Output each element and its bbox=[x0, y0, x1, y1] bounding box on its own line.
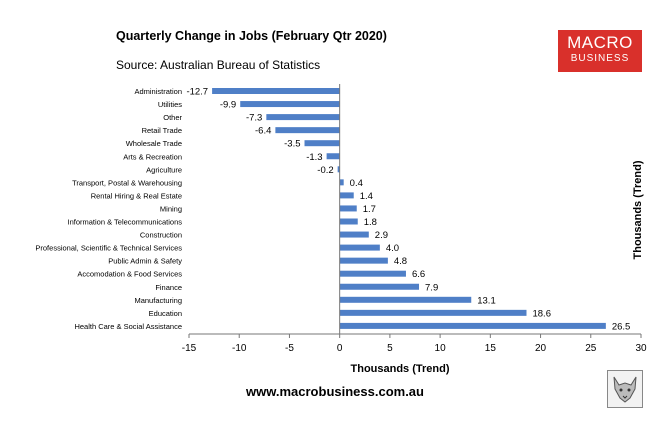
data-label: -9.9 bbox=[220, 100, 236, 111]
bar bbox=[339, 257, 388, 264]
data-label: 13.1 bbox=[477, 295, 496, 306]
bar bbox=[339, 322, 606, 329]
data-label: 1.7 bbox=[363, 204, 376, 215]
data-label: 4.0 bbox=[386, 243, 399, 254]
bar bbox=[339, 244, 380, 251]
category-label: Transport, Postal & Warehousing bbox=[72, 178, 182, 187]
x-tick-label: -10 bbox=[232, 343, 247, 354]
website-url: www.macrobusiness.com.au bbox=[246, 384, 424, 399]
x-tick-label: 0 bbox=[337, 343, 343, 354]
x-tick-label: 20 bbox=[535, 343, 547, 354]
bar bbox=[339, 218, 358, 225]
bar bbox=[304, 140, 340, 147]
category-label: Wholesale Trade bbox=[126, 139, 182, 148]
x-tick-label: 5 bbox=[387, 343, 393, 354]
bar-group bbox=[212, 88, 606, 329]
fox-logo-icon bbox=[607, 370, 643, 408]
data-label: 2.9 bbox=[375, 230, 388, 241]
category-label: Rental Hiring & Real Estate bbox=[91, 191, 182, 200]
bar bbox=[266, 114, 340, 121]
x-tick-label: 30 bbox=[635, 343, 647, 354]
value-labels: -12.7 -9.9 -7.3 -6.4 -3.5 -1.3 -0.2 0.4 1.4 1.7 1.… bbox=[186, 87, 630, 333]
bar bbox=[275, 127, 340, 134]
bar bbox=[337, 166, 340, 173]
x-tick-label: -15 bbox=[182, 343, 197, 354]
category-label: Finance bbox=[155, 283, 182, 292]
category-label: Agriculture bbox=[146, 165, 182, 174]
x-tick-label: 25 bbox=[585, 343, 597, 354]
right-axis-title: Thousands (Trend) bbox=[632, 160, 644, 259]
category-label: Professional, Scientific & Technical Ser… bbox=[35, 244, 182, 253]
data-label: 0.4 bbox=[350, 178, 363, 189]
logo-line1: MACRO bbox=[567, 33, 633, 52]
data-label: 1.4 bbox=[360, 191, 373, 202]
bar bbox=[339, 205, 357, 212]
bar bbox=[326, 153, 340, 160]
data-label: -1.3 bbox=[306, 152, 322, 163]
category-label: Health Care & Social Assistance bbox=[74, 322, 182, 331]
bar bbox=[339, 270, 406, 277]
data-label: 7.9 bbox=[425, 282, 438, 293]
category-label: Manufacturing bbox=[134, 296, 182, 305]
chart-source: Source: Australian Bureau of Statistics bbox=[116, 58, 321, 72]
category-label: Retail Trade bbox=[142, 126, 182, 135]
x-tick-label: 15 bbox=[485, 343, 497, 354]
bar bbox=[339, 283, 420, 290]
category-labels: Administration Utilities Other Retail Trade… bbox=[35, 87, 182, 331]
bar bbox=[339, 179, 344, 186]
chart-title: Quarterly Change in Jobs (February Qtr 2… bbox=[116, 29, 387, 43]
logo-line2: BUSINESS bbox=[570, 53, 630, 64]
data-label: 4.8 bbox=[394, 256, 407, 267]
x-tick-label: -5 bbox=[285, 343, 294, 354]
data-label: 18.6 bbox=[532, 308, 551, 319]
data-label: 1.8 bbox=[364, 217, 377, 228]
data-label: -0.2 bbox=[317, 165, 333, 176]
x-axis: -15 -10 -5 0 5 10 15 20 25 30 bbox=[182, 84, 647, 354]
bar bbox=[212, 88, 340, 94]
macrobusiness-logo: MACRO BUSINESS bbox=[558, 30, 642, 72]
bar bbox=[339, 231, 369, 238]
category-label: Other bbox=[163, 113, 182, 122]
x-axis-title: Thousands (Trend) bbox=[351, 363, 450, 375]
category-label: Construction bbox=[140, 231, 182, 240]
category-label: Information & Telecommunications bbox=[68, 218, 183, 227]
data-label: -12.7 bbox=[186, 87, 208, 98]
category-label: Accomodation & Food Services bbox=[77, 270, 182, 279]
category-label: Public Admin & Safety bbox=[108, 257, 182, 266]
category-label: Arts & Recreation bbox=[123, 152, 182, 161]
x-tick-label: 10 bbox=[435, 343, 447, 354]
data-label: -3.5 bbox=[284, 139, 300, 150]
bar bbox=[339, 192, 354, 199]
category-label: Utilities bbox=[158, 100, 182, 109]
category-label: Administration bbox=[134, 87, 182, 96]
data-label: 26.5 bbox=[612, 321, 631, 332]
category-label: Mining bbox=[160, 204, 182, 213]
bar bbox=[240, 101, 340, 108]
bar bbox=[339, 309, 527, 316]
category-label: Education bbox=[149, 309, 182, 318]
data-label: 6.6 bbox=[412, 269, 425, 280]
bar bbox=[339, 296, 472, 303]
data-label: -7.3 bbox=[246, 113, 262, 124]
data-label: -6.4 bbox=[255, 126, 271, 137]
